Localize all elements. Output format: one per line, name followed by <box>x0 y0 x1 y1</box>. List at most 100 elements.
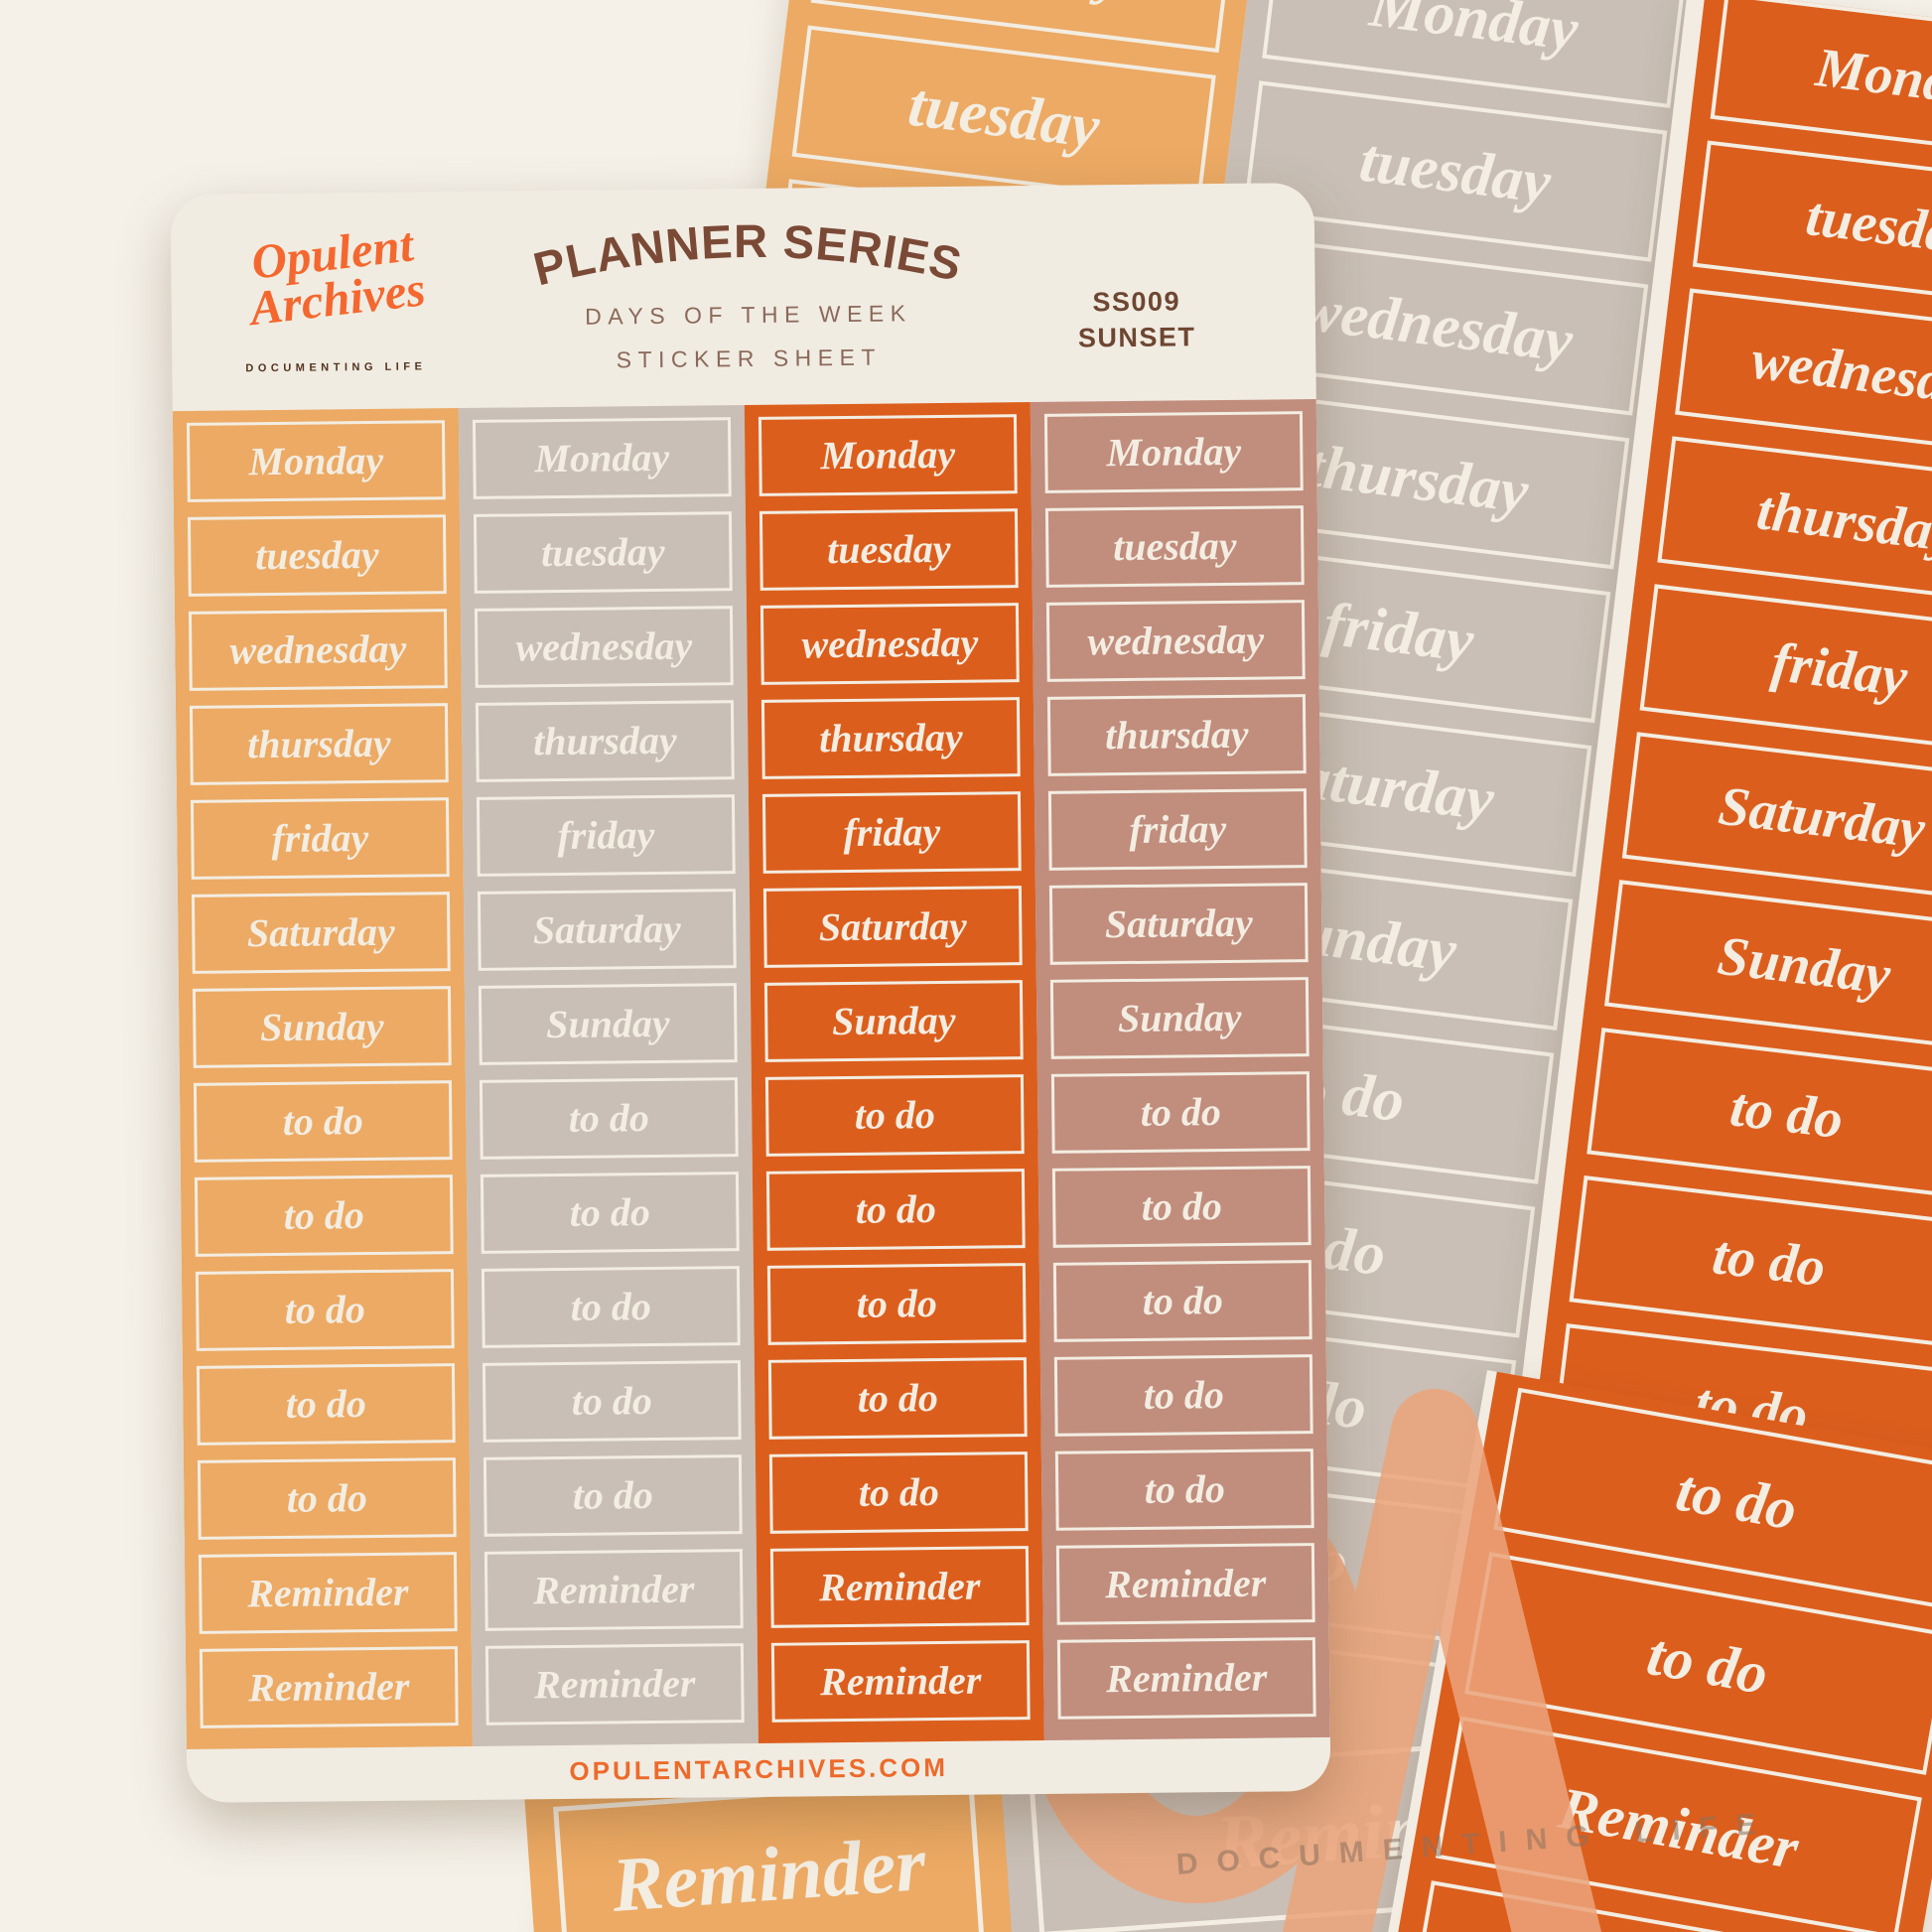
sticker-label: Monday <box>1812 37 1932 121</box>
sticker-saturday: Saturday <box>762 886 1023 968</box>
sticker-label: wednesday <box>1748 329 1932 420</box>
sticker-reminder: Reminder <box>198 1552 458 1634</box>
sticker-wednesday: wednesday <box>1675 288 1932 461</box>
sticker-to-do: to do <box>194 1174 454 1257</box>
sticker-friday: friday <box>1639 584 1932 757</box>
sticker-label: thursday <box>246 720 391 767</box>
sticker-to-do: to do <box>195 1269 455 1351</box>
sticker-label: tuesday <box>540 528 665 576</box>
sticker-label: thursday <box>532 717 677 764</box>
colorway-name: SUNSET <box>1077 322 1196 353</box>
sticker-label: to do <box>855 1186 937 1232</box>
sticker-label: Saturday <box>1104 899 1253 947</box>
sticker-to-do: to do <box>1054 1449 1314 1531</box>
sticker-label: to do <box>1709 1224 1829 1300</box>
series-title-arc: PLANNER SERIES <box>528 212 968 296</box>
sku-block: SS009 SUNSET <box>1037 283 1237 357</box>
sticker-reminder: Reminder <box>483 1549 744 1631</box>
sticker-label: Sunday <box>545 1000 670 1047</box>
sticker-tuesday: tuesday <box>759 508 1019 591</box>
column-warm-gray: Monday tuesday wednesday thursday friday Satu… <box>458 405 759 1746</box>
sticker-saturday: Saturday <box>477 889 737 971</box>
sticker-wednesday: wednesday <box>759 603 1020 685</box>
sticker-label: Reminder <box>532 1566 695 1613</box>
sticker-label: Sunday <box>831 997 956 1044</box>
sticker-thursday: thursday <box>1657 436 1932 609</box>
sticker-label: friday <box>1319 590 1478 675</box>
sticker-label: friday <box>843 808 941 856</box>
subtitle-line2: STICKER SHEET <box>616 344 883 373</box>
sticker-label: to do <box>571 1378 653 1424</box>
sticker-reminder: Reminder <box>1055 1543 1315 1625</box>
sticker-monday: Monday <box>472 417 732 499</box>
sticker-label: friday <box>1768 631 1911 709</box>
sticker-to-do: to do <box>481 1266 741 1348</box>
monogram-a-shape <box>1282 1389 1601 1932</box>
sticker-to-do: to do <box>768 1451 1029 1534</box>
sticker-label: Reminder <box>247 1663 410 1711</box>
sticker-label: Monday <box>534 434 670 482</box>
sticker-label: Reminder <box>1105 1654 1268 1702</box>
sticker-tuesday: tuesday <box>1692 140 1932 313</box>
sticker-thursday: thursday <box>1046 694 1307 776</box>
sticker-label: wednesday <box>515 622 693 670</box>
sticker-label: wednesday <box>229 625 407 673</box>
sticker-to-do: to do <box>479 1077 739 1160</box>
sticker-to-do: to do <box>765 1169 1026 1251</box>
sticker-to-do: to do <box>1051 1166 1311 1248</box>
sticker-to-do: to do <box>1053 1354 1313 1437</box>
subtitle-line1: DAYS OF THE WEEK <box>585 300 912 330</box>
sticker-label: to do <box>1726 1076 1847 1152</box>
sticker-label: tuesday <box>1802 185 1932 268</box>
sticker-saturday: Saturday <box>191 892 451 974</box>
sticker-label: thursday <box>818 714 963 761</box>
sticker-friday: friday <box>476 794 736 877</box>
sticker-label: friday <box>1129 805 1227 852</box>
sticker-to-do: to do <box>1052 1260 1312 1342</box>
sticker-label: Saturday <box>532 905 682 953</box>
sticker-label: thursday <box>1753 480 1932 565</box>
sticker-label: to do <box>1642 1620 1773 1707</box>
sticker-monday: Monday <box>1043 411 1304 493</box>
sticker-tuesday: tuesday <box>791 25 1216 207</box>
sticker-label: to do <box>286 1475 368 1521</box>
sticker-label: tuesday <box>1355 126 1555 217</box>
sticker-label: thursday <box>1104 711 1249 759</box>
sticker-label: to do <box>1142 1278 1224 1323</box>
sticker-friday: friday <box>1047 788 1308 871</box>
column-orange: Monday tuesday wednesday thursday friday Satu… <box>744 402 1044 1743</box>
sticker-label: to do <box>854 1092 936 1138</box>
sticker-reminder: Reminder <box>553 1777 985 1932</box>
sticker-label: Reminder <box>609 1819 929 1928</box>
sticker-wednesday: wednesday <box>474 606 734 688</box>
sticker-thursday: thursday <box>475 700 735 782</box>
sticker-sunday: Sunday <box>192 986 452 1068</box>
sticker-to-do: to do <box>1587 1028 1932 1200</box>
sticker-label: to do <box>858 1469 940 1515</box>
sticker-label: Sunday <box>1117 994 1242 1041</box>
sticker-reminder: Reminder <box>769 1546 1030 1628</box>
sticker-thursday: thursday <box>189 703 449 785</box>
sticker-reminder: Reminder <box>199 1646 459 1728</box>
sticker-label: to do <box>285 1381 367 1427</box>
sticker-monday: Monday <box>186 420 446 502</box>
sticker-label: to do <box>1141 1183 1223 1229</box>
sticker-to-do: to do <box>482 1360 742 1443</box>
sticker-label: Reminder <box>533 1660 696 1708</box>
svg-text:PLANNER SERIES: PLANNER SERIES <box>528 212 968 296</box>
sticker-to-do: to do <box>764 1074 1025 1157</box>
sticker-label: Saturday <box>818 902 968 950</box>
sticker-label: Reminder <box>818 1563 981 1610</box>
sticker-label: Reminder <box>1104 1560 1267 1607</box>
sticker-label: friday <box>271 815 369 862</box>
sticker-to-do: to do <box>1050 1071 1311 1154</box>
sticker-label: friday <box>557 812 655 859</box>
sticker-label: to do <box>857 1375 939 1421</box>
sticker-label: Saturday <box>1715 774 1929 861</box>
sticker-wednesday: wednesday <box>1045 600 1306 682</box>
column-mauve: Monday tuesday wednesday thursday friday Satu… <box>1030 399 1330 1740</box>
sticker-friday: friday <box>761 791 1022 874</box>
sticker-reminder: Reminder <box>1056 1637 1316 1720</box>
sticker-thursday: thursday <box>760 697 1021 779</box>
sticker-label: Monday <box>1366 0 1583 65</box>
